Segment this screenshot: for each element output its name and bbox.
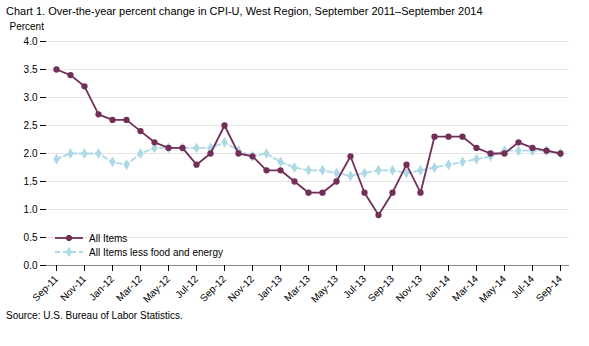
svg-text:Sep-12: Sep-12 xyxy=(198,273,229,304)
svg-text:May-12: May-12 xyxy=(141,273,173,305)
svg-text:4.0: 4.0 xyxy=(24,36,38,47)
html-text:All Items less food and energy: All Items less food and energy xyxy=(89,246,223,258)
svg-text:Sep-11: Sep-11 xyxy=(30,273,60,303)
svg-text:2.5: 2.5 xyxy=(24,120,38,131)
svg-text:Nov-11: Nov-11 xyxy=(58,273,88,303)
svg-text:0.0: 0.0 xyxy=(24,260,38,271)
svg-text:3.0: 3.0 xyxy=(24,92,38,103)
svg-text:Sep-14: Sep-14 xyxy=(534,273,565,304)
html-text:All Items: All Items xyxy=(89,232,128,244)
svg-text:Sep-13: Sep-13 xyxy=(366,273,397,304)
svg-text:Jul-12: Jul-12 xyxy=(173,273,201,301)
svg-text:Jul-14: Jul-14 xyxy=(509,273,537,301)
svg-text:May-14: May-14 xyxy=(477,273,509,305)
svg-text:0.5: 0.5 xyxy=(24,232,38,243)
svg-text:3.5: 3.5 xyxy=(24,64,38,75)
svg-text:Mar-14: Mar-14 xyxy=(450,273,480,303)
svg-text:Nov-12: Nov-12 xyxy=(226,273,257,304)
svg-text:May-13: May-13 xyxy=(309,273,341,305)
svg-text:Mar-12: Mar-12 xyxy=(114,273,144,303)
html-text:Source: U.S. Bureau of Labor S: Source: U.S. Bureau of Labor Statistics. xyxy=(6,310,183,321)
svg-text:Jan-13: Jan-13 xyxy=(255,273,285,303)
svg-text:Jan-12: Jan-12 xyxy=(87,273,117,303)
svg-text:Nov-13: Nov-13 xyxy=(394,273,425,304)
svg-text:Jul-13: Jul-13 xyxy=(341,273,369,301)
svg-text:Percent: Percent xyxy=(10,21,45,32)
svg-text:1.5: 1.5 xyxy=(24,176,38,187)
svg-text:Jan-14: Jan-14 xyxy=(423,273,453,303)
svg-text:1.0: 1.0 xyxy=(24,204,38,215)
svg-text:2.0: 2.0 xyxy=(24,148,38,159)
html-text:Chart 1. Over-the-year percent: Chart 1. Over-the-year percent change in… xyxy=(6,5,483,17)
svg-text:Mar-13: Mar-13 xyxy=(282,273,312,303)
